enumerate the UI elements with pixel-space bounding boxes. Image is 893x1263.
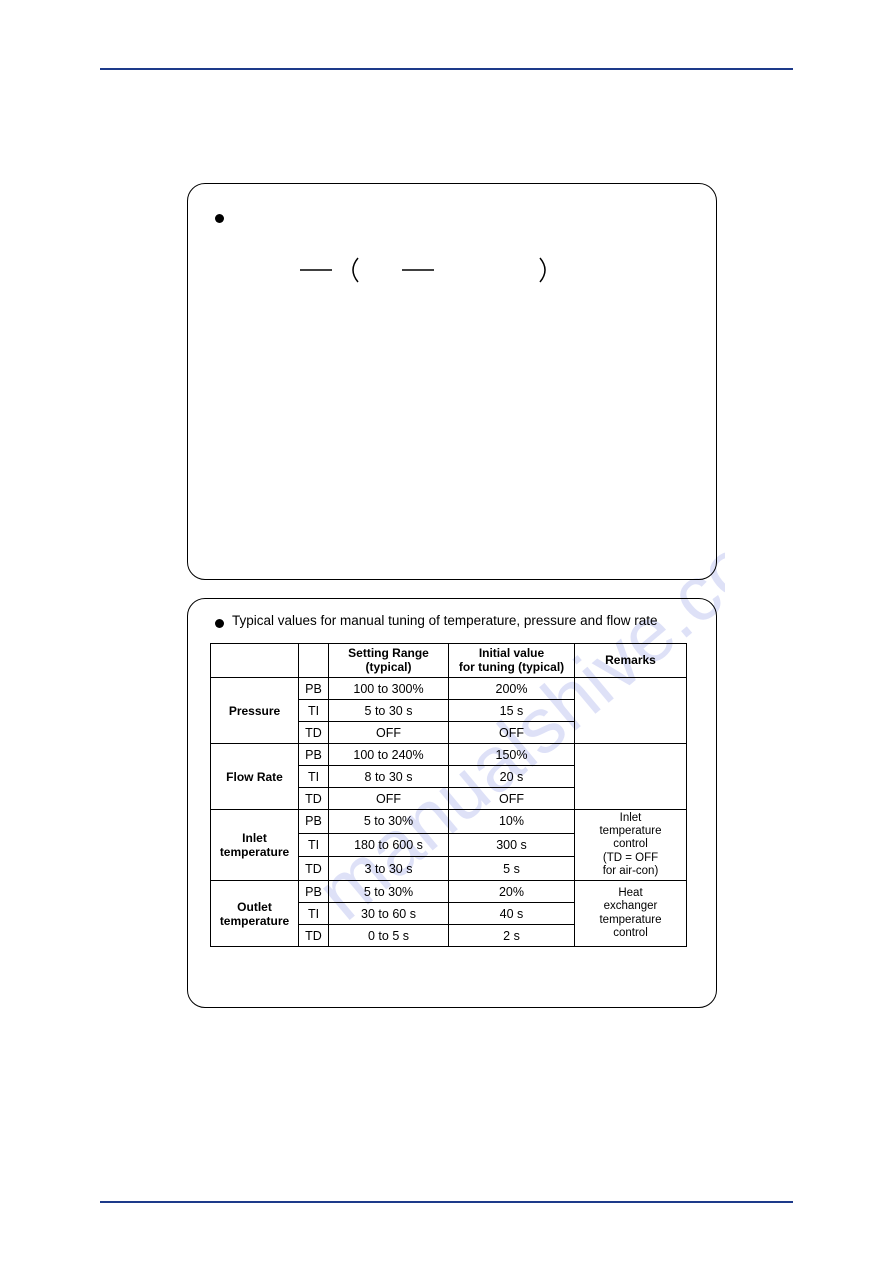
cell-code: TI [299, 766, 329, 788]
diagram-box [187, 183, 717, 580]
cell-code: PB [299, 744, 329, 766]
col-header-range: Setting Range(typical) [329, 644, 449, 678]
cell-init: 200% [449, 678, 575, 700]
table-row: Inlettemperature PB 5 to 30% 10% Inlette… [211, 810, 687, 834]
cell-init: 40 s [449, 903, 575, 925]
cell-code: TD [299, 722, 329, 744]
cell-range: 180 to 600 s [329, 833, 449, 857]
cell-init: 20 s [449, 766, 575, 788]
row-label: Outlettemperature [211, 881, 299, 947]
cell-init: 300 s [449, 833, 575, 857]
page-top-rule [100, 68, 793, 70]
bullet-icon [215, 619, 224, 628]
table-row: Flow Rate PB 100 to 240% 150% [211, 744, 687, 766]
cell-code: TI [299, 903, 329, 925]
page-bottom-rule [100, 1201, 793, 1203]
cell-code: PB [299, 810, 329, 834]
bullet-icon [215, 214, 224, 223]
cell-code: TI [299, 833, 329, 857]
cell-range: OFF [329, 788, 449, 810]
row-label: Pressure [211, 678, 299, 744]
col-header-remarks: Remarks [575, 644, 687, 678]
table-title: Typical values for manual tuning of temp… [232, 613, 657, 628]
col-header-blank [211, 644, 299, 678]
tuning-table: Setting Range(typical) Initial valuefor … [210, 643, 687, 947]
table-header-row: Setting Range(typical) Initial valuefor … [211, 644, 687, 678]
formula-diagram [260, 255, 600, 285]
cell-init: OFF [449, 788, 575, 810]
table-row: Pressure PB 100 to 300% 200% [211, 678, 687, 700]
cell-remarks: Inlettemperaturecontrol(TD = OFFfor air-… [575, 810, 687, 881]
cell-code: TD [299, 925, 329, 947]
cell-init: 15 s [449, 700, 575, 722]
cell-init: 150% [449, 744, 575, 766]
cell-init: 20% [449, 881, 575, 903]
cell-code: TI [299, 700, 329, 722]
cell-remarks: Heatexchangertemperaturecontrol [575, 881, 687, 947]
cell-init: 10% [449, 810, 575, 834]
table-body: Pressure PB 100 to 300% 200% TI 5 to 30 … [211, 678, 687, 947]
cell-range: 5 to 30% [329, 810, 449, 834]
cell-range: 0 to 5 s [329, 925, 449, 947]
cell-range: 100 to 240% [329, 744, 449, 766]
cell-range: 5 to 30 s [329, 700, 449, 722]
row-label: Inlettemperature [211, 810, 299, 881]
col-header-code [299, 644, 329, 678]
cell-code: TD [299, 788, 329, 810]
cell-range: 5 to 30% [329, 881, 449, 903]
cell-range: 3 to 30 s [329, 857, 449, 881]
cell-code: TD [299, 857, 329, 881]
cell-remarks [575, 678, 687, 744]
cell-init: OFF [449, 722, 575, 744]
cell-range: 30 to 60 s [329, 903, 449, 925]
cell-range: 100 to 300% [329, 678, 449, 700]
cell-code: PB [299, 881, 329, 903]
cell-range: 8 to 30 s [329, 766, 449, 788]
cell-range: OFF [329, 722, 449, 744]
col-header-init: Initial valuefor tuning (typical) [449, 644, 575, 678]
cell-remarks [575, 744, 687, 810]
table-row: Outlettemperature PB 5 to 30% 20% Heatex… [211, 881, 687, 903]
cell-init: 5 s [449, 857, 575, 881]
row-label: Flow Rate [211, 744, 299, 810]
cell-init: 2 s [449, 925, 575, 947]
cell-code: PB [299, 678, 329, 700]
